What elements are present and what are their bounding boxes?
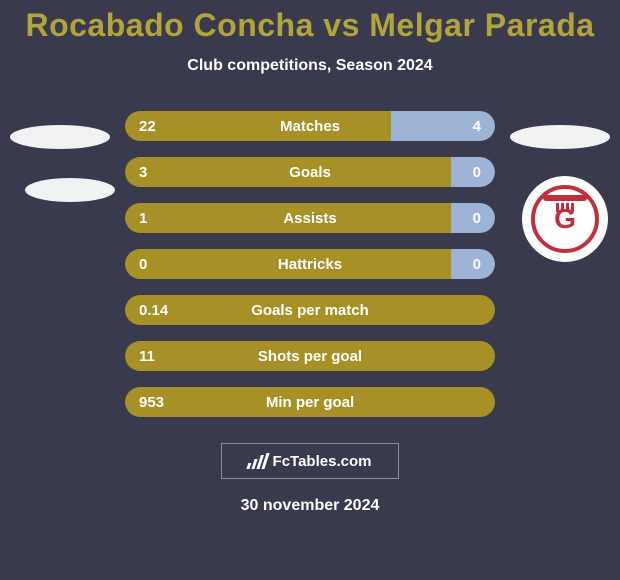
stat-bars: 22Matches43Goals01Assists00Hattricks00.1…: [0, 111, 620, 417]
stat-label: Hattricks: [125, 249, 495, 279]
stat-bar: 953Min per goal: [125, 387, 495, 417]
comparison-card: Rocabado Concha vs Melgar Parada Club co…: [0, 0, 620, 580]
title: Rocabado Concha vs Melgar Parada: [0, 8, 620, 43]
stat-bar: 3Goals0: [125, 157, 495, 187]
team-right-mark-top-icon: [510, 125, 610, 149]
stat-right-value: 0: [473, 157, 481, 187]
stat-bar: 11Shots per goal: [125, 341, 495, 371]
stat-label: Shots per goal: [125, 341, 495, 371]
team-left-mark-top-icon: [10, 125, 110, 149]
team-left-mark-bottom-icon: [25, 178, 115, 202]
stat-label: Matches: [125, 111, 495, 141]
brand-box: FcTables.com: [221, 443, 399, 479]
badge-factory-icon: [547, 203, 583, 213]
brand-bars-icon: [246, 453, 269, 469]
stat-label: Goals per match: [125, 295, 495, 325]
stat-bar: 1Assists0: [125, 203, 495, 233]
stat-bar: 22Matches4: [125, 111, 495, 141]
stat-right-value: 0: [473, 203, 481, 233]
stat-right-value: 4: [473, 111, 481, 141]
stat-label: Assists: [125, 203, 495, 233]
stat-bar: 0.14Goals per match: [125, 295, 495, 325]
team-right-badge-icon: G: [522, 176, 608, 262]
stat-label: Min per goal: [125, 387, 495, 417]
stat-bar: 0Hattricks0: [125, 249, 495, 279]
stat-label: Goals: [125, 157, 495, 187]
team-right-badge-inner: G: [531, 185, 599, 253]
date-text: 30 november 2024: [0, 497, 620, 515]
brand-text: FcTables.com: [273, 453, 372, 470]
badge-swoosh-icon: [543, 195, 587, 201]
stat-right-value: 0: [473, 249, 481, 279]
subtitle: Club competitions, Season 2024: [0, 57, 620, 75]
